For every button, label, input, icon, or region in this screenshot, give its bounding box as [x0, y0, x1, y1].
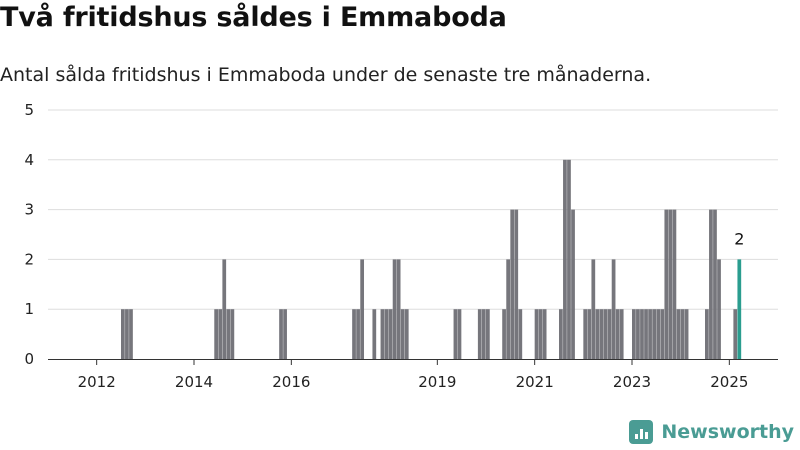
bar — [567, 159, 571, 359]
x-tick-label: 2016 — [272, 373, 310, 391]
highlight-bar — [737, 259, 742, 359]
chart-subtitle: Antal sålda fritidshus i Emmaboda under … — [0, 64, 652, 86]
bar — [611, 259, 616, 359]
bar — [636, 309, 640, 359]
y-tick-label: 5 — [24, 101, 34, 119]
bar — [672, 209, 677, 359]
x-tick-label: 2023 — [613, 373, 651, 391]
bar — [595, 309, 600, 359]
bar — [400, 309, 405, 359]
bar — [396, 259, 401, 359]
y-tick-label: 1 — [24, 300, 34, 318]
bar — [360, 259, 365, 359]
bar — [222, 259, 227, 359]
bar — [733, 309, 738, 359]
bar — [352, 309, 356, 359]
bar — [534, 309, 539, 359]
bar — [453, 309, 458, 359]
bar — [226, 309, 231, 359]
bar — [632, 309, 636, 359]
bar — [538, 309, 543, 359]
bar — [356, 309, 360, 359]
bar — [563, 159, 567, 359]
x-tick-label: 2014 — [175, 373, 213, 391]
bar — [571, 209, 575, 359]
bar — [129, 309, 133, 359]
bar — [587, 309, 592, 359]
bar — [279, 309, 283, 359]
bar — [717, 259, 721, 359]
bar — [644, 309, 648, 359]
bar — [477, 309, 482, 359]
bar — [709, 209, 713, 359]
bar — [656, 309, 661, 359]
bar — [502, 309, 506, 359]
bar — [384, 309, 389, 359]
bar — [510, 209, 515, 359]
chart-title: Två fritidshus såldes i Emmaboda — [0, 2, 507, 33]
bar — [388, 309, 393, 359]
bar — [591, 259, 596, 359]
brand-name: Newsworthy — [661, 421, 794, 443]
y-tick-label: 4 — [24, 151, 34, 169]
bar — [640, 309, 644, 359]
bar — [680, 309, 685, 359]
bar — [404, 309, 409, 359]
x-tick-label: 2012 — [78, 373, 116, 391]
bar — [599, 309, 604, 359]
bar — [619, 309, 624, 359]
bar — [603, 309, 608, 359]
bar — [372, 309, 377, 359]
bar — [684, 309, 689, 359]
bar — [648, 309, 652, 359]
bar — [514, 209, 519, 359]
bar — [518, 309, 523, 359]
bar — [506, 259, 511, 359]
data-label: 2 — [734, 229, 744, 248]
bar — [380, 309, 385, 359]
x-tick-label: 2025 — [710, 373, 748, 391]
bar-chart-icon — [629, 420, 654, 444]
x-tick-label: 2019 — [418, 373, 456, 391]
bar — [652, 309, 657, 359]
bar — [214, 309, 219, 359]
bar — [230, 309, 235, 359]
bar — [481, 309, 486, 359]
x-tick-label: 2021 — [516, 373, 554, 391]
bar — [676, 309, 681, 359]
bar — [607, 309, 612, 359]
newsworthy-logo[interactable]: Newsworthy — [629, 420, 794, 444]
bar — [283, 309, 287, 359]
bar — [125, 309, 129, 359]
bar — [218, 309, 223, 359]
bar — [583, 309, 588, 359]
bar — [121, 309, 125, 359]
bar — [457, 309, 462, 359]
y-tick-label: 0 — [24, 350, 34, 368]
bar — [542, 309, 547, 359]
bar — [660, 309, 665, 359]
bar — [705, 309, 709, 359]
bar — [486, 309, 490, 359]
bar — [664, 209, 669, 359]
bar — [713, 209, 717, 359]
bar — [392, 259, 397, 359]
bar — [668, 209, 673, 359]
y-tick-label: 3 — [24, 201, 34, 219]
bar — [559, 309, 563, 359]
y-tick-label: 2 — [24, 250, 34, 268]
bar — [615, 309, 620, 359]
